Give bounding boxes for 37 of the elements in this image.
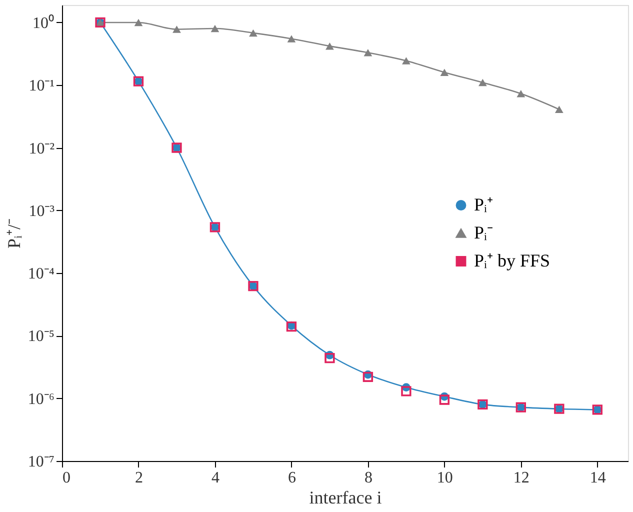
legend-label: Pᵢ⁻ [474, 222, 493, 242]
point [439, 394, 450, 405]
point [554, 106, 564, 113]
point [516, 90, 526, 98]
x-tick-label: 14 [590, 470, 606, 486]
y-tick-label: 10⁻⁴ [28, 266, 55, 283]
y-tick-label: 10⁻¹ [28, 78, 55, 95]
point [478, 78, 487, 86]
point [172, 26, 181, 33]
point [249, 29, 258, 37]
y-tick-label: 10⁻² [28, 140, 55, 158]
y-tick-label: 10⁻⁷ [28, 454, 54, 470]
x-axis-title: interface i [309, 488, 382, 508]
legend-label: Pᵢ⁺ by FFS [474, 250, 550, 270]
point [364, 49, 372, 56]
point [401, 386, 412, 396]
point [402, 57, 410, 64]
x-tick-label: 12 [513, 470, 530, 486]
point [362, 372, 374, 382]
x-tick-label: 4 [211, 470, 220, 486]
y-tick-label: 10⁻³ [28, 202, 55, 220]
x-tick-label: 0 [62, 470, 70, 486]
point [324, 352, 335, 364]
y-tick-label: 10⁻⁶ [28, 390, 54, 408]
x-tick-label: 2 [134, 470, 143, 486]
legend-label: Pᵢ⁺ [474, 194, 493, 214]
y-tick-label: 10⁰ [32, 14, 54, 32]
point [440, 68, 449, 76]
x-tick-label: 6 [288, 470, 296, 486]
x-tick-label: 10 [436, 470, 453, 486]
point [326, 42, 334, 50]
point [210, 24, 220, 32]
point [287, 35, 296, 42]
x-tick-label: 8 [364, 470, 372, 486]
point [134, 18, 143, 26]
y-tick-label: 10⁻⁵ [28, 328, 54, 346]
y-axis-title: Pᵢ⁺/⁻ [4, 218, 24, 248]
